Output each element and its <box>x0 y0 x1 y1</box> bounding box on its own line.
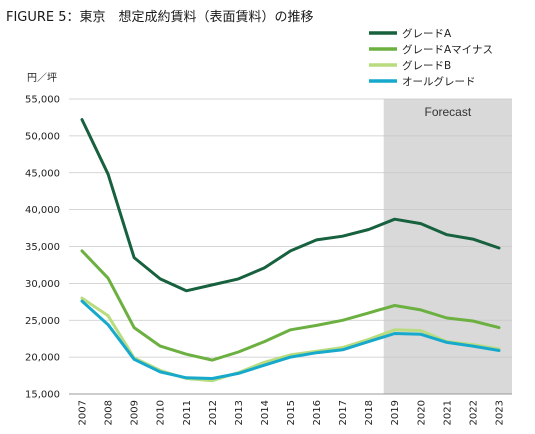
legend-label: グレードAマイナス <box>402 43 493 56</box>
x-tick-label: 2020 <box>416 400 427 425</box>
y-tick-label: 45,000 <box>25 168 60 179</box>
x-tick-label: 2023 <box>494 400 505 425</box>
series-line <box>80 118 501 293</box>
x-tick-label: 2017 <box>338 400 349 425</box>
series-line <box>80 249 501 362</box>
x-tick-label: 2007 <box>78 400 89 425</box>
y-tick-label: 30,000 <box>25 279 60 290</box>
x-tick-label: 2009 <box>130 400 141 425</box>
y-tick-label: 35,000 <box>25 242 60 253</box>
x-tick-label: 2014 <box>260 400 271 425</box>
chart-title: FIGURE 5：東京 想定成約賃料（表面賃料）の推移 <box>6 10 314 25</box>
y-tick-label: 15,000 <box>25 390 60 401</box>
x-tick-label: 2022 <box>468 400 479 425</box>
x-tick-label: 2012 <box>208 400 219 425</box>
series-line <box>80 299 501 380</box>
x-tick-label: 2008 <box>104 400 115 425</box>
y-tick-label: 50,000 <box>25 131 60 142</box>
x-tick-label: 2013 <box>234 400 245 425</box>
y-tick-label: 20,000 <box>25 353 60 364</box>
legend-label: グレードB <box>402 59 451 72</box>
legend-label: オールグレード <box>402 75 476 88</box>
x-tick-label: 2019 <box>390 400 401 425</box>
x-tick-label: 2011 <box>182 400 193 425</box>
x-tick-label: 2010 <box>156 400 167 425</box>
y-tick-label: 25,000 <box>25 316 60 327</box>
forecast-label: Forecast <box>425 105 472 119</box>
y-axis-unit-label: 円／坪 <box>27 71 57 84</box>
y-tick-label: 55,000 <box>25 95 60 106</box>
x-tick-label: 2015 <box>286 400 297 425</box>
y-tick-label: 40,000 <box>25 205 60 216</box>
legend-label: グレードA <box>402 27 452 40</box>
x-tick-label: 2018 <box>364 400 375 425</box>
x-tick-label: 2016 <box>312 400 323 425</box>
x-tick-label: 2021 <box>442 400 453 425</box>
